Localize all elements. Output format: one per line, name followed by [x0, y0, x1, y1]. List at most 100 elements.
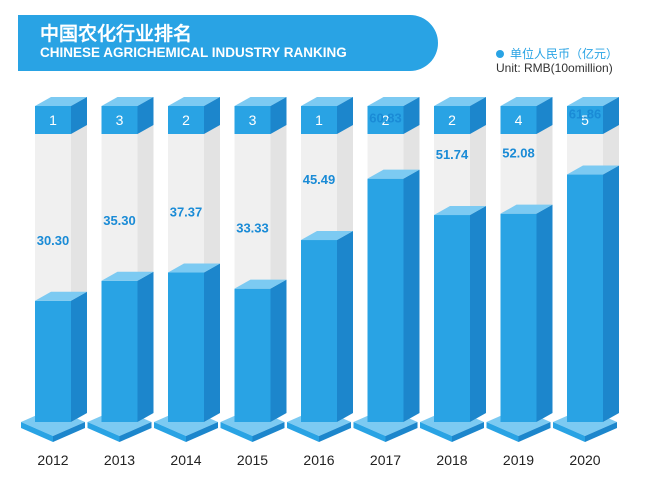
bar-top: [234, 279, 287, 289]
rank-label: 5: [581, 112, 589, 128]
bar-top: [101, 271, 154, 281]
base-plate-left: [87, 422, 120, 442]
bar-top: [35, 291, 87, 301]
data-label: 51.74: [436, 147, 469, 162]
rank-label: 3: [116, 112, 124, 128]
bar-top: [301, 231, 353, 241]
rank-cap-side: [403, 97, 420, 134]
rank-label: 4: [515, 112, 523, 128]
rank-cap-side: [137, 97, 154, 134]
data-label: 37.37: [170, 205, 203, 220]
base-plate-left: [154, 422, 186, 442]
legend-label: 单位人民币（亿元）: [510, 47, 619, 61]
legend-unit: Unit: RMB(10omillion): [496, 61, 613, 75]
rank-label: 2: [382, 112, 390, 128]
bar: [234, 288, 271, 422]
data-label: 35.30: [103, 213, 136, 228]
base-plate-right: [186, 422, 218, 442]
chart-title-cn: 中国农化行业排名: [40, 23, 193, 45]
rank-cap-top: [35, 97, 87, 106]
chart-title-en: CHINESE AGRICHEMICAL INDUSTRY RANKING: [40, 45, 347, 60]
base-plate-left: [486, 422, 519, 442]
rank-label: 1: [315, 112, 323, 128]
rank-cap-top: [567, 97, 619, 106]
base-plate-right: [252, 422, 285, 442]
rank-cap-top: [234, 97, 287, 106]
rank-cap-top: [168, 97, 220, 106]
base-plate-left: [287, 422, 319, 442]
base-plate-right: [518, 422, 551, 442]
rank-cap-side: [204, 97, 220, 134]
bar-side: [270, 279, 287, 422]
rank-cap-side: [603, 97, 619, 134]
bar: [500, 213, 537, 422]
x-tick-label: 2017: [370, 452, 401, 468]
data-label: 30.30: [37, 233, 70, 248]
bar-top: [434, 206, 486, 216]
bar: [567, 174, 603, 422]
rank-label: 2: [448, 112, 456, 128]
rank-cap: [35, 106, 71, 134]
base-plate-right: [385, 422, 418, 442]
bar-side: [204, 263, 220, 422]
bar-side: [603, 165, 619, 422]
rank-cap: [500, 106, 537, 134]
base-plate-right: [119, 422, 152, 442]
x-tick-label: 2020: [569, 452, 600, 468]
rank-cap-top: [301, 97, 353, 106]
rank-label: 2: [182, 112, 190, 128]
rank-cap: [367, 106, 404, 134]
legend-dot-icon: [496, 49, 504, 58]
base-plate-left: [21, 422, 53, 442]
base-plate-right: [452, 422, 484, 442]
bar: [301, 240, 337, 422]
rank-cap: [301, 106, 337, 134]
bar-side: [337, 231, 353, 422]
x-tick-label: 2013: [104, 452, 135, 468]
base-plate-right: [319, 422, 351, 442]
bar: [434, 215, 470, 422]
bar-top: [567, 165, 619, 175]
x-tick-label: 2018: [436, 452, 467, 468]
bar: [35, 300, 71, 422]
bar-side: [137, 271, 154, 422]
base-plate-right: [53, 422, 85, 442]
rank-cap: [101, 106, 138, 134]
bar-side: [470, 206, 486, 422]
rank-cap-side: [270, 97, 287, 134]
x-tick-label: 2012: [37, 452, 68, 468]
bar-top: [168, 263, 220, 273]
base-plate-left: [553, 422, 585, 442]
rank-cap-top: [434, 97, 486, 106]
rank-cap-side: [337, 97, 353, 134]
rank-cap: [567, 106, 603, 134]
rank-cap: [434, 106, 470, 134]
data-label: 60.83: [369, 111, 402, 126]
data-label: 52.08: [502, 146, 535, 161]
x-tick-label: 2014: [170, 452, 201, 468]
base-plate-right: [585, 422, 617, 442]
rank-cap-top: [500, 97, 553, 106]
base-plate-left: [420, 422, 452, 442]
bar-top: [367, 169, 420, 179]
rank-cap-side: [536, 97, 553, 134]
data-label: 61.86: [569, 107, 602, 122]
bar-side: [71, 291, 87, 422]
rank-cap: [168, 106, 204, 134]
x-tick-label: 2015: [237, 452, 268, 468]
rank-cap-top: [367, 97, 420, 106]
x-tick-label: 2016: [303, 452, 334, 468]
bar-side: [403, 169, 420, 422]
data-label: 33.33: [236, 221, 269, 236]
title-banner: 中国农化行业排名 CHINESE AGRICHEMICAL INDUSTRY R…: [18, 15, 438, 71]
rank-cap-side: [71, 97, 87, 134]
bar-top: [500, 204, 553, 214]
base-plate-left: [353, 422, 386, 442]
bar: [168, 272, 204, 422]
rank-label: 1: [49, 112, 57, 128]
x-tick-label: 2019: [503, 452, 534, 468]
rank-cap: [234, 106, 271, 134]
bar-side: [536, 204, 553, 422]
bar: [367, 178, 404, 422]
